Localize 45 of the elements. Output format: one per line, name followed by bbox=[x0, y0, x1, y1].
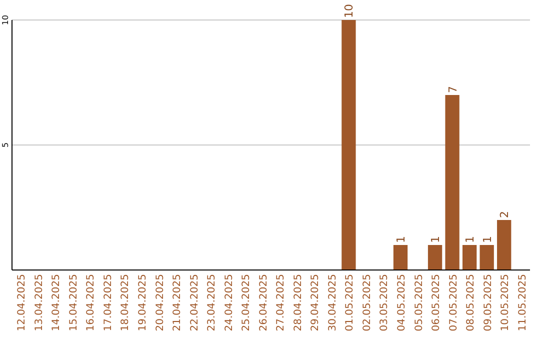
x-tick-label: 19.04.2025 bbox=[138, 274, 148, 332]
x-tick-label: 28.04.2025 bbox=[292, 274, 304, 332]
x-tick-label: 14.04.2025 bbox=[51, 274, 62, 332]
x-tick-label: 18.04.2025 bbox=[120, 274, 132, 332]
bar bbox=[428, 245, 442, 270]
x-tick-label: 27.04.2025 bbox=[276, 274, 287, 332]
x-tick-label: 09.05.2025 bbox=[482, 274, 494, 332]
x-tick-label: 24.04.2025 bbox=[224, 274, 235, 332]
bar bbox=[393, 245, 408, 270]
x-tick-label: 26.04.2025 bbox=[258, 274, 270, 332]
x-tick-label: 06.05.2025 bbox=[431, 274, 442, 332]
x-tick-label: 12.04.2025 bbox=[16, 274, 28, 332]
x-tick-label: 16.04.2025 bbox=[86, 274, 97, 332]
x-tick-label: 04.05.2025 bbox=[396, 274, 408, 332]
data-label: 1 bbox=[464, 236, 477, 243]
x-tick-label: 07.05.2025 bbox=[448, 274, 460, 332]
x-tick-label: 05.05.2025 bbox=[414, 274, 425, 332]
bar bbox=[462, 245, 477, 270]
x-tick-label: 21.04.2025 bbox=[172, 274, 184, 332]
data-label: 10 bbox=[342, 4, 356, 18]
x-tick-label: 25.04.2025 bbox=[241, 274, 252, 332]
data-label: 1 bbox=[429, 236, 442, 243]
x-tick-label: 11.05.2025 bbox=[517, 274, 528, 332]
x-tick-label: 30.04.2025 bbox=[327, 274, 338, 332]
x-tick-label: 08.05.2025 bbox=[466, 274, 477, 332]
x-tick-label: 13.04.2025 bbox=[34, 274, 45, 332]
data-label: 2 bbox=[498, 211, 512, 218]
x-tick-label: 03.05.2025 bbox=[379, 274, 390, 332]
x-tick-label: 17.04.2025 bbox=[102, 274, 114, 332]
x-tick-label: 22.04.2025 bbox=[189, 274, 200, 332]
x-tick-label: 01.05.2025 bbox=[344, 274, 356, 332]
data-label: 1 bbox=[394, 236, 408, 243]
bar bbox=[480, 245, 494, 270]
x-tick-label: 15.04.2025 bbox=[68, 274, 80, 332]
bar bbox=[342, 20, 356, 270]
bar bbox=[497, 220, 512, 270]
x-tick-label: 23.04.2025 bbox=[206, 274, 218, 332]
y-tick-label: 5 bbox=[1, 142, 10, 148]
bar bbox=[445, 95, 460, 270]
data-label: 7 bbox=[446, 86, 460, 93]
x-tick-label: 29.04.2025 bbox=[310, 274, 322, 332]
x-tick-label: 10.05.2025 bbox=[500, 274, 512, 332]
data-label: 1 bbox=[480, 236, 494, 243]
x-tick-label: 02.05.2025 bbox=[362, 274, 373, 332]
x-tick-label: 20.04.2025 bbox=[154, 274, 166, 332]
